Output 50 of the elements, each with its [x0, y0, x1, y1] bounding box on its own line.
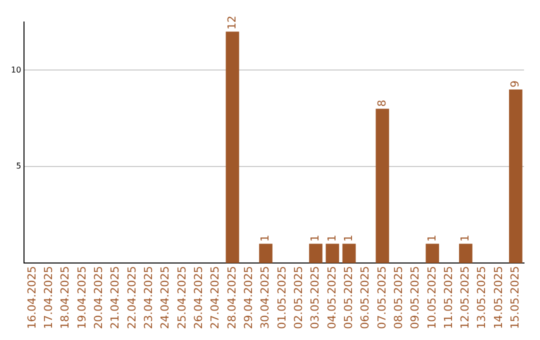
data-label: 9 [508, 80, 522, 88]
bar [426, 244, 440, 264]
data-label: 1 [342, 234, 355, 242]
data-label: 1 [308, 234, 322, 242]
data-label: 1 [458, 234, 472, 242]
x-tick-label: 13.05.2025 [475, 266, 488, 330]
data-label: 8 [375, 100, 388, 107]
x-tick-label: 11.05.2025 [442, 266, 455, 330]
x-tick-label: 24.04.2025 [158, 266, 172, 330]
bar [226, 32, 240, 264]
x-tick-label: 30.04.2025 [258, 266, 272, 330]
bar [326, 244, 340, 264]
x-tick-label: 25.04.2025 [175, 266, 188, 330]
x-tick-label: 03.05.2025 [308, 266, 322, 330]
x-tick-label: 18.04.2025 [58, 266, 72, 330]
x-tick-label: 17.04.2025 [42, 266, 56, 330]
x-tick-label: 06.05.2025 [358, 266, 372, 330]
x-tick-label: 09.05.2025 [408, 266, 422, 330]
x-tick-label: 20.04.2025 [92, 266, 106, 330]
data-label: 12 [225, 16, 238, 30]
x-tick-label: 23.04.2025 [142, 266, 155, 330]
x-tick-label: 05.05.2025 [342, 266, 355, 330]
x-tick-label: 10.05.2025 [425, 266, 438, 330]
bar [376, 108, 390, 264]
x-tick-label: 07.05.2025 [375, 266, 388, 330]
data-label: 1 [258, 234, 272, 242]
x-tick-label: 16.04.2025 [25, 266, 38, 330]
x-tick-label: 01.05.2025 [275, 266, 288, 330]
bar [309, 244, 322, 264]
x-tick-label: 29.04.2025 [242, 266, 255, 330]
x-tick-label: 27.04.2025 [208, 266, 222, 330]
y-tick-label: 5 [16, 162, 22, 171]
x-tick-label: 04.05.2025 [325, 266, 338, 330]
bar [259, 244, 272, 264]
x-tick-label: 14.05.2025 [492, 266, 505, 330]
x-tick-label: 15.05.2025 [508, 266, 522, 330]
x-tick-label: 02.05.2025 [292, 266, 305, 330]
x-tick-label: 12.05.2025 [458, 266, 472, 330]
y-tick-label: 10 [10, 65, 22, 74]
x-tick-label: 28.04.2025 [225, 266, 238, 330]
x-tick-label: 08.05.2025 [392, 266, 405, 330]
data-label: 1 [425, 234, 438, 242]
bar [342, 244, 356, 264]
x-tick-label: 22.04.2025 [125, 266, 138, 330]
bar [459, 244, 472, 264]
bar [509, 89, 522, 264]
data-label: 1 [325, 234, 338, 242]
x-tick-label: 21.04.2025 [108, 266, 122, 330]
x-tick-label: 19.04.2025 [75, 266, 88, 330]
x-tick-label: 26.04.2025 [192, 266, 205, 330]
